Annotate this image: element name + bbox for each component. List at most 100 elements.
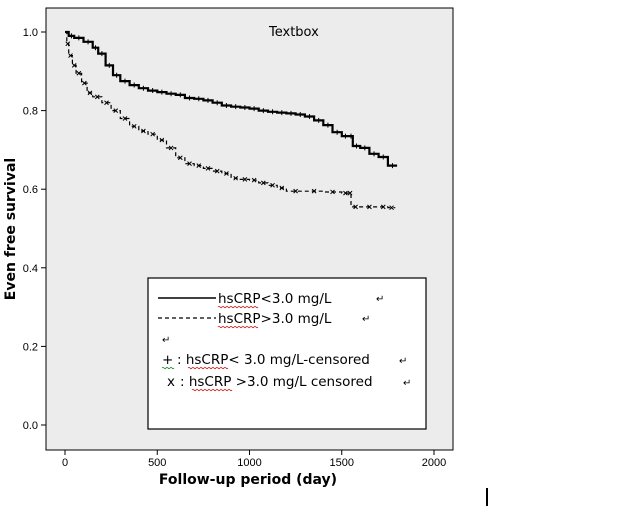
censor-mark-plus	[178, 92, 183, 98]
censor-mark-x	[347, 190, 353, 196]
censor-mark-plus	[233, 104, 238, 110]
censor-mark-plus	[114, 72, 119, 78]
censor-mark-plus	[261, 108, 266, 114]
censor-mark-plus	[159, 89, 164, 95]
spellcheck-underline	[161, 366, 175, 370]
censor-mark-x	[311, 188, 317, 194]
censor-mark-plus	[354, 143, 359, 149]
censor-mark-x	[242, 177, 248, 182]
censor-mark-x	[122, 116, 128, 121]
censor-mark-x	[279, 185, 285, 191]
censor-mark-plus	[132, 82, 137, 88]
x-tick-label: 0	[62, 457, 68, 469]
censor-mark-x	[71, 63, 77, 68]
censor-mark-x	[367, 204, 372, 210]
series-layer	[65, 30, 398, 211]
x-tick-label: 2000	[422, 457, 446, 469]
censor-mark-x	[113, 108, 119, 113]
censor-mark-x	[168, 145, 174, 151]
x-tick-label: 500	[148, 457, 166, 469]
spellcheck-underline	[191, 388, 233, 392]
censor-mark-x	[380, 204, 386, 210]
censor-mark-x	[233, 175, 239, 181]
censor-mark-x	[94, 94, 100, 100]
censor-mark-plus	[205, 97, 210, 103]
censor-mark-plus	[343, 133, 348, 139]
x-tick-label: 1500	[330, 457, 354, 469]
censor-mark-x	[389, 205, 394, 211]
censor-mark-plus	[86, 39, 91, 45]
legend-x-symbol: x	[167, 374, 175, 390]
censor-mark-x	[293, 188, 298, 194]
y-tick-label: 0.8	[23, 106, 38, 118]
censor-mark-x	[260, 180, 266, 186]
return-mark-glyph: ↵	[403, 378, 411, 389]
censor-mark-plus	[289, 110, 294, 116]
legend-entry-label: hsCRP>3.0 mg/L	[218, 311, 332, 327]
legend-entry-label: : hsCRP >3.0 mg/L censored	[180, 374, 373, 390]
censor-mark-plus	[93, 45, 98, 51]
x-axis-title: Follow-up period (day)	[159, 472, 337, 488]
legend-frame	[147, 277, 427, 430]
censor-mark-x	[343, 190, 348, 196]
censor-mark-plus	[107, 62, 112, 68]
censor-mark-plus	[122, 78, 127, 84]
y-tick-label: 0.2	[23, 341, 38, 353]
legend-entry-label: : hsCRP< 3.0 mg/L-censored	[177, 352, 370, 368]
censor-mark-x	[224, 171, 229, 176]
censor-mark-plus	[325, 122, 330, 128]
return-mark-glyph: ↵	[376, 294, 384, 305]
censor-mark-x	[150, 131, 155, 137]
censor-mark-plus	[169, 91, 174, 97]
return-mark-glyph: ↵	[162, 335, 170, 346]
censor-mark-x	[270, 182, 275, 188]
censor-mark-plus	[150, 88, 155, 94]
censor-mark-x	[104, 100, 109, 106]
censor-mark-x	[196, 163, 202, 168]
censor-mark-plus	[270, 109, 275, 115]
censor-mark-plus	[141, 85, 146, 91]
censor-mark-plus	[381, 154, 386, 160]
censor-mark-x	[205, 166, 211, 171]
censor-mark-plus	[362, 145, 367, 151]
censor-mark-plus	[99, 51, 104, 57]
y-tick-label: 0.6	[23, 184, 38, 196]
x-tick-label: 1000	[237, 457, 261, 469]
censor-mark-plus	[348, 133, 353, 139]
censor-mark-x	[68, 53, 73, 58]
censor-mark-x	[82, 80, 87, 86]
spellcheck-underline	[187, 366, 229, 370]
censor-mark-plus	[224, 102, 229, 108]
censor-mark-x	[187, 161, 192, 167]
censor-mark-plus	[187, 95, 192, 101]
censor-mark-plus	[242, 104, 247, 110]
censor-mark-x	[141, 128, 146, 134]
censor-mark-x	[159, 137, 165, 143]
censor-mark-x	[353, 204, 358, 210]
textbox-annotation: Textbox	[268, 25, 319, 40]
censor-mark-x	[87, 90, 93, 96]
legend: hsCRP<3.0 mg/L hsCRP>3.0 mg/L + : hsCRP<…	[147, 277, 427, 430]
legend-decorations: ↵ ↵ ↵ ↵ ↵	[161, 294, 411, 392]
censor-mark-plus	[335, 129, 340, 135]
censor-mark-plus	[390, 163, 395, 169]
censor-mark-plus	[372, 151, 377, 157]
censor-mark-plus	[298, 112, 303, 118]
return-mark-glyph: ↵	[362, 314, 370, 325]
censor-mark-plus	[316, 117, 321, 123]
y-axis-title: Even free survival	[3, 158, 19, 300]
censor-mark-x	[330, 189, 335, 195]
censor-mark-plus	[307, 113, 312, 119]
y-tick-label: 1.0	[23, 27, 38, 39]
censor-mark-plus	[252, 106, 257, 112]
spellcheck-underline	[217, 325, 259, 329]
censor-mark-plus	[279, 110, 284, 116]
spellcheck-underline	[217, 305, 259, 309]
return-mark-glyph: ↵	[399, 356, 407, 367]
censor-mark-x	[214, 168, 220, 174]
censor-mark-plus	[196, 96, 201, 102]
censor-mark-x	[65, 41, 71, 47]
censor-mark-plus	[76, 35, 81, 41]
censor-mark-plus	[69, 33, 74, 39]
